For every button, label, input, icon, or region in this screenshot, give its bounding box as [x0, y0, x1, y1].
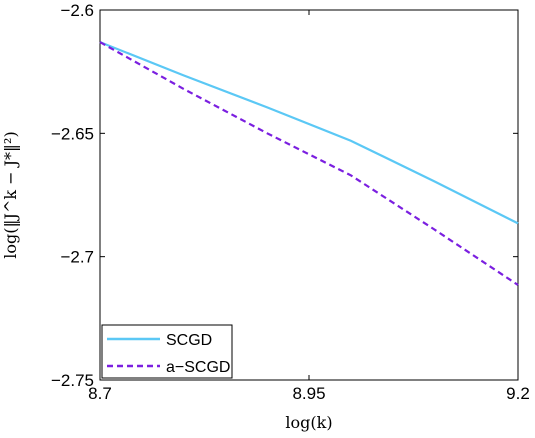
series-layer	[99, 41, 519, 286]
legend-label-scgd: SCGD	[166, 332, 212, 349]
y-tick-label: −2.75	[51, 371, 94, 390]
y-axis-label: log(‖J^k − J*‖²)	[1, 131, 20, 258]
legend: SCGD a−SCGD	[101, 324, 233, 379]
series-line-1	[99, 41, 519, 286]
y-tick-label: −2.6	[60, 1, 94, 20]
y-tick-label: −2.7	[60, 248, 94, 267]
series-line-0	[99, 41, 519, 225]
x-axis-ticks: 8.7 8.95 9.2	[88, 10, 530, 403]
y-axis-ticks: −2.75 −2.7 −2.65 −2.6	[51, 1, 518, 390]
x-tick-label: 8.95	[292, 384, 325, 403]
y-tick-label: −2.65	[51, 124, 94, 143]
x-tick-label: 8.7	[88, 384, 112, 403]
legend-box	[101, 324, 233, 379]
x-axis-label: log(k)	[285, 413, 332, 432]
legend-label-a-scgd: a−SCGD	[166, 359, 230, 376]
x-tick-label: 9.2	[506, 384, 530, 403]
